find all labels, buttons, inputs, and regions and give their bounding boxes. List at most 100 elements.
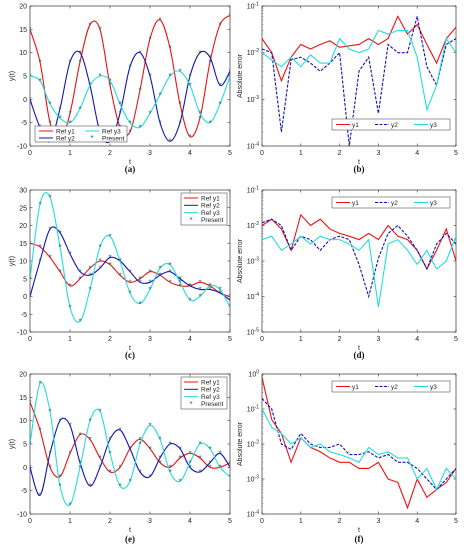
present-marker: *: [78, 275, 81, 284]
present-marker: *: [198, 454, 201, 463]
present-marker: *: [198, 286, 201, 295]
present-marker: *: [138, 86, 141, 95]
present-marker: *: [118, 426, 121, 435]
x-tick-label: 0: [28, 336, 32, 343]
present-marker: *: [48, 254, 51, 263]
present-marker: *: [148, 445, 151, 454]
x-tick-label: 3: [376, 518, 380, 525]
present-marker: *: [178, 100, 181, 109]
panel-a: 0 1 2 3 4 5-10-505101520ty(t)****************…: [9, 4, 232, 175]
series-line-ref-y2: [30, 50, 230, 144]
legend-label: Ref y2: [56, 135, 75, 142]
present-marker: *: [108, 468, 111, 477]
present-marker: *: [98, 408, 101, 417]
series-line-ref-y2: [30, 417, 230, 496]
x-tick-label: 0: [260, 150, 264, 157]
present-marker: *: [108, 436, 111, 445]
present-marker: *: [58, 417, 61, 426]
present-marker: *: [168, 44, 171, 53]
x-tick-label: 3: [376, 336, 380, 343]
panel-caption: (a): [125, 164, 136, 174]
panel-e: 0 1 2 3 4 5-10-505101520ty(t)****************…: [9, 372, 232, 545]
present-marker: *: [78, 459, 81, 468]
present-marker: *: [208, 54, 211, 63]
present-marker: *: [218, 286, 221, 295]
series-group: ****************************************…: [28, 192, 230, 327]
y-tick-label: 10-5: [247, 328, 259, 337]
series-group: ****************************************…: [30, 12, 231, 146]
legend-box: [34, 125, 128, 143]
panel-caption: (e): [125, 534, 135, 544]
series-line-y2: [262, 218, 456, 299]
x-axis-label: t: [358, 345, 360, 352]
y-tick-label: 10-4: [247, 292, 259, 301]
legend-label: Ref y1: [201, 379, 220, 386]
present-marker: *: [138, 436, 141, 445]
y-axis-label: y(t): [9, 439, 16, 449]
present-marker: *: [168, 72, 171, 81]
series-line-y3: [262, 235, 456, 308]
present-marker: *: [98, 243, 101, 252]
present-marker: *: [198, 110, 201, 119]
present-marker: *: [218, 289, 221, 298]
x-axis-label: t: [358, 159, 360, 166]
present-marker: *: [28, 239, 31, 248]
legend-swatch: *: [189, 400, 192, 409]
present-marker: *: [48, 450, 51, 459]
present-marker: *: [158, 91, 161, 100]
present-marker: *: [158, 436, 161, 445]
present-marker: *: [138, 275, 141, 284]
present-marker: *: [108, 77, 111, 86]
y-tick-label: 25: [19, 205, 27, 212]
x-axis-label: t: [129, 527, 131, 534]
y-tick-label: 100: [248, 370, 259, 379]
present-marker: *: [88, 21, 91, 30]
x-tick-label: 2: [338, 336, 342, 343]
series-line-y2: [262, 16, 456, 146]
present-marker: *: [58, 243, 61, 252]
panel-caption: (d): [354, 350, 365, 360]
present-marker: *: [188, 459, 191, 468]
present-marker: *: [178, 275, 181, 284]
present-marker: *: [108, 450, 111, 459]
present-marker: *: [28, 293, 31, 302]
legend-label: Ref y3: [201, 394, 220, 401]
legend-label: y1: [352, 122, 359, 129]
y-tick-label: -5: [21, 488, 27, 495]
present-marker: *: [58, 268, 61, 277]
legend-label: Ref y2: [201, 387, 220, 394]
y-tick-label: 10-4: [247, 142, 259, 151]
present-marker: *: [228, 68, 231, 77]
series-line-ref-y3: [30, 192, 230, 323]
present-marker: *: [218, 464, 221, 473]
y-tick-label: 20: [19, 223, 27, 230]
present-marker: *: [68, 282, 71, 291]
present-marker: *: [178, 68, 181, 77]
present-marker: *: [168, 440, 171, 449]
present-marker: *: [108, 254, 111, 263]
present-marker: *: [68, 110, 71, 119]
present-marker: *: [138, 279, 141, 288]
present-marker: *: [48, 119, 51, 128]
legend-label: Present: [201, 401, 224, 408]
present-marker: *: [148, 286, 151, 295]
present-marker: *: [88, 417, 91, 426]
present-marker: *: [88, 286, 91, 295]
x-tick-label: 4: [188, 150, 192, 157]
present-marker: *: [168, 261, 171, 270]
present-marker: *: [218, 289, 221, 298]
present-marker: *: [178, 282, 181, 291]
present-marker: *: [78, 318, 81, 327]
x-tick-label: 5: [228, 150, 232, 157]
x-axis-label: t: [129, 345, 131, 352]
x-tick-label: 4: [415, 336, 419, 343]
present-marker: *: [128, 119, 131, 128]
present-marker: *: [98, 264, 101, 273]
y-tick-label: -5: [21, 120, 27, 127]
present-marker: *: [78, 464, 81, 473]
present-marker: *: [128, 63, 131, 72]
present-marker: *: [148, 268, 151, 277]
present-marker: *: [58, 482, 61, 491]
present-marker: *: [48, 100, 51, 109]
